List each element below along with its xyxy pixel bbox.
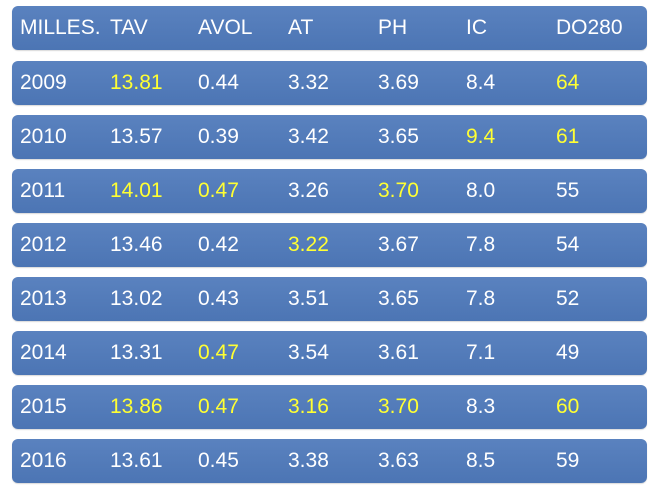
header-cell-ph: PH — [378, 16, 408, 39]
cell-tav: 13.02 — [110, 287, 163, 310]
table-row: 2012 13.46 0.42 3.22 3.67 7.8 54 — [12, 223, 647, 267]
cell-tav: 13.57 — [110, 125, 163, 148]
cell-ic: 8.5 — [466, 449, 496, 472]
cell-year: 2015 — [20, 395, 67, 418]
cell-tav: 13.61 — [110, 449, 163, 472]
table-row: 2010 13.57 0.39 3.42 3.65 9.4 61 — [12, 115, 647, 159]
cell-do280: 54 — [556, 233, 580, 256]
cell-year: 2013 — [20, 287, 67, 310]
cell-ic: 8.3 — [466, 395, 496, 418]
cell-at: 3.38 — [288, 449, 329, 472]
cell-ic: 7.8 — [466, 233, 496, 256]
cell-tav: 13.31 — [110, 341, 163, 364]
cell-ph: 3.63 — [378, 449, 419, 472]
cell-ph: 3.69 — [378, 71, 419, 94]
cell-ic: 7.8 — [466, 287, 496, 310]
cell-tav: 14.01 — [110, 179, 163, 202]
header-cell-at: AT — [288, 16, 314, 39]
cell-year: 2011 — [20, 179, 66, 202]
cell-do280: 59 — [556, 449, 580, 472]
cell-avol: 0.47 — [198, 395, 239, 418]
cell-ph: 3.61 — [378, 341, 419, 364]
table-row: 2015 13.86 0.47 3.16 3.70 8.3 60 — [12, 385, 647, 429]
cell-year: 2014 — [20, 341, 67, 364]
cell-avol: 0.43 — [198, 287, 239, 310]
cell-ic: 8.0 — [466, 179, 496, 202]
cell-avol: 0.44 — [198, 71, 239, 94]
table-row: 2013 13.02 0.43 3.51 3.65 7.8 52 — [12, 277, 647, 321]
cell-at: 3.16 — [288, 395, 329, 418]
cell-at: 3.42 — [288, 125, 329, 148]
cell-ph: 3.65 — [378, 287, 419, 310]
cell-avol: 0.39 — [198, 125, 239, 148]
cell-year: 2012 — [20, 233, 67, 256]
cell-avol: 0.42 — [198, 233, 239, 256]
cell-avol: 0.47 — [198, 341, 239, 364]
cell-at: 3.54 — [288, 341, 329, 364]
cell-ph: 3.70 — [378, 395, 419, 418]
cell-do280: 60 — [556, 395, 580, 418]
cell-avol: 0.45 — [198, 449, 239, 472]
cell-at: 3.26 — [288, 179, 329, 202]
cell-at: 3.32 — [288, 71, 329, 94]
cell-ic: 8.4 — [466, 71, 496, 94]
cell-tav: 13.46 — [110, 233, 163, 256]
cell-ph: 3.70 — [378, 179, 419, 202]
cell-ic: 9.4 — [466, 125, 496, 148]
cell-ic: 7.1 — [466, 341, 496, 364]
table-row: 2014 13.31 0.47 3.54 3.61 7.1 49 — [12, 331, 647, 375]
cell-year: 2009 — [20, 71, 67, 94]
header-cell-avol: AVOL — [198, 16, 253, 39]
cell-do280: 64 — [556, 71, 580, 94]
cell-do280: 61 — [556, 125, 580, 148]
cell-do280: 55 — [556, 179, 580, 202]
table-row: 2009 13.81 0.44 3.32 3.69 8.4 64 — [12, 61, 647, 105]
header-cell-milles: MILLES. — [20, 16, 101, 39]
table-row: 2011 14.01 0.47 3.26 3.70 8.0 55 — [12, 169, 647, 213]
cell-avol: 0.47 — [198, 179, 239, 202]
header-cell-do280: DO280 — [556, 16, 623, 39]
cell-year: 2010 — [20, 125, 67, 148]
header-cell-tav: TAV — [110, 16, 148, 39]
cell-tav: 13.86 — [110, 395, 163, 418]
cell-tav: 13.81 — [110, 71, 163, 94]
cell-at: 3.22 — [288, 233, 329, 256]
cell-ph: 3.65 — [378, 125, 419, 148]
cell-year: 2016 — [20, 449, 67, 472]
cell-do280: 49 — [556, 341, 580, 364]
cell-at: 3.51 — [288, 287, 329, 310]
cell-do280: 52 — [556, 287, 580, 310]
header-cell-ic: IC — [466, 16, 487, 39]
table-row: 2016 13.61 0.45 3.38 3.63 8.5 59 — [12, 439, 647, 483]
header-row: MILLES. TAV AVOL AT PH IC DO280 — [12, 6, 647, 50]
cell-ph: 3.67 — [378, 233, 419, 256]
